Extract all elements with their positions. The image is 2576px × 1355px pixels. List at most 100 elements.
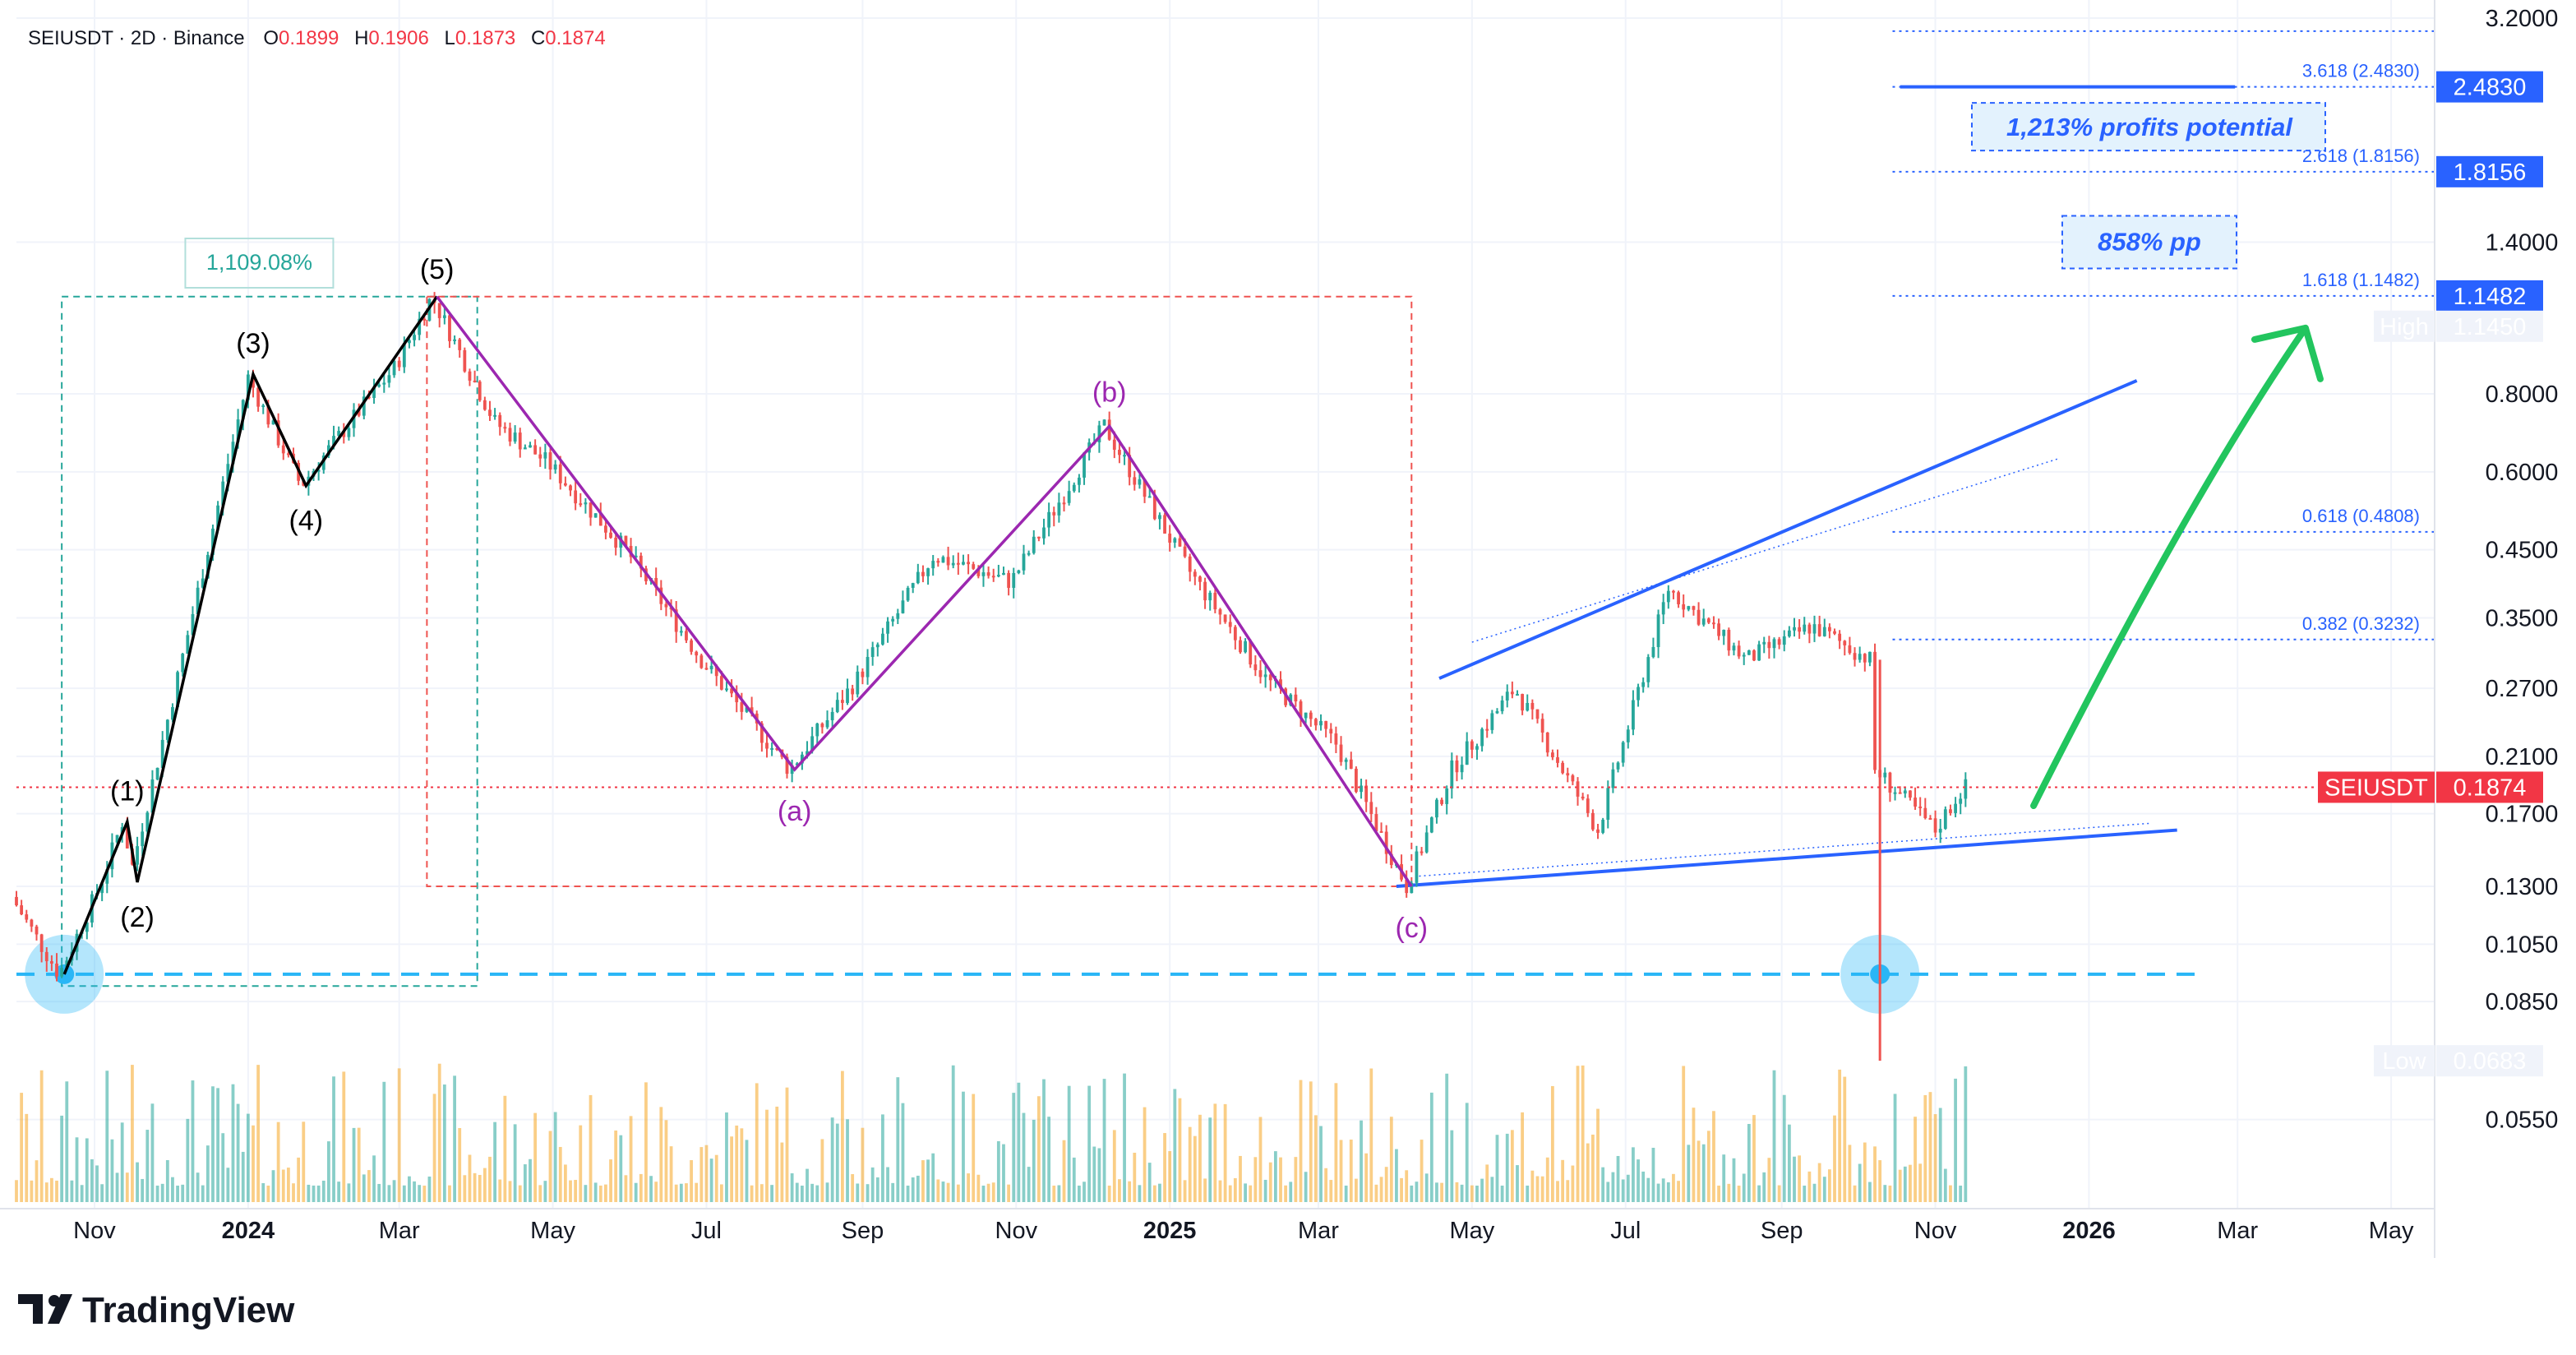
candle-body: [770, 747, 774, 750]
price-axis[interactable]: 3.2000 1.4000 0.8000 0.6000 0.4500 0.3500 0.27…: [2486, 6, 2559, 1134]
volume-bar: [1949, 1185, 1952, 1202]
volume-bar: [1632, 1147, 1635, 1202]
volume-bar: [1475, 1186, 1479, 1202]
candle-body: [1954, 803, 1957, 813]
price-axis-label: 3.2000: [2486, 6, 2559, 32]
volume-bar: [1032, 1119, 1036, 1202]
volume-bar: [1102, 1079, 1106, 1202]
candle-body: [413, 335, 416, 340]
candle-body: [382, 382, 386, 385]
volume-bar: [408, 1176, 411, 1202]
candle-body: [991, 576, 995, 578]
candle-body: [115, 835, 119, 843]
volume-bar: [1893, 1094, 1897, 1202]
volume-bar: [1178, 1098, 1182, 1202]
price-axis-label: 0.8000: [2486, 382, 2559, 408]
candle-body: [1722, 630, 1726, 636]
volume-bar: [252, 1125, 255, 1202]
volume-bar: [1637, 1159, 1640, 1202]
volume-bar: [1571, 1165, 1575, 1202]
candle-body: [886, 621, 889, 634]
volume-bar: [1183, 1180, 1187, 1202]
volume-bar: [1903, 1166, 1907, 1202]
volume-bar: [714, 1154, 718, 1202]
candle-body: [810, 736, 815, 751]
volume-bar: [926, 1159, 930, 1202]
volume-bar: [65, 1081, 69, 1202]
volume-bar: [1516, 1165, 1519, 1202]
volume-bar: [558, 1146, 562, 1202]
price-tag: [2436, 280, 2543, 312]
candle-body: [750, 707, 754, 714]
volume-bar: [981, 1185, 986, 1202]
candle-body: [875, 644, 879, 648]
candle-body: [1128, 455, 1132, 478]
candle-body: [609, 532, 612, 538]
volume-bar: [321, 1180, 325, 1202]
candle-body: [1334, 733, 1338, 745]
volume-bar: [1596, 1108, 1600, 1202]
volume-bar: [614, 1130, 618, 1202]
candle-body: [523, 447, 527, 450]
candle-body: [1596, 829, 1600, 833]
volume-bar: [1128, 1181, 1132, 1202]
volume-bar: [730, 1136, 734, 1202]
candle-body: [463, 349, 467, 372]
volume-bar: [25, 1113, 29, 1202]
volume-bar: [1203, 1178, 1207, 1202]
time-axis[interactable]: Nov 2024 Mar May Jul Sep Nov 2025 Mar May Jul Sep No…: [73, 1218, 2414, 1244]
volume-bar: [327, 1141, 330, 1202]
price-axis-label: 0.2100: [2486, 744, 2559, 770]
candle-body: [49, 961, 53, 964]
candle-body: [1455, 760, 1459, 773]
volume-bar: [1641, 1171, 1646, 1202]
candle-body: [1309, 712, 1313, 719]
volume-bar: [1692, 1108, 1696, 1202]
volume-bar: [1722, 1154, 1726, 1202]
candle-body: [584, 502, 588, 505]
time-axis-label: May: [530, 1218, 575, 1244]
measure-box: [61, 295, 478, 987]
volume-bar: [679, 1183, 683, 1202]
candle-body: [1646, 657, 1650, 682]
candle-body: [362, 396, 366, 416]
volume-bar: [1666, 1182, 1670, 1202]
volume-bar: [946, 1182, 950, 1202]
candle-body: [861, 671, 865, 678]
volume-bar: [276, 1121, 280, 1202]
measure-label: 1,109.08%: [206, 250, 312, 275]
volume-bar: [286, 1168, 290, 1202]
volume-bar: [644, 1082, 648, 1202]
candle-body: [1208, 592, 1212, 601]
volume-bar: [921, 1160, 925, 1202]
volume-bar: [337, 1182, 341, 1202]
volume-bar: [1273, 1151, 1277, 1202]
fib-label: 3.618 (2.4830): [2302, 61, 2420, 81]
candle-body: [800, 754, 804, 764]
candle-body: [1239, 640, 1242, 653]
volume-bar: [1807, 1171, 1812, 1202]
candle-body: [1812, 624, 1817, 634]
volume-bar: [1888, 1185, 1892, 1202]
volume-bars: [15, 1063, 1968, 1202]
volume-bar: [619, 1135, 623, 1202]
candle-body: [211, 528, 215, 555]
candle-body: [614, 537, 618, 548]
volume-bar: [1289, 1182, 1293, 1202]
candle-body: [1143, 479, 1147, 497]
candle-body: [256, 387, 261, 407]
candle-body: [967, 562, 970, 565]
candle-body: [241, 400, 245, 420]
tradingview-logo[interactable]: TradingView: [18, 1290, 295, 1330]
candle-body: [548, 452, 552, 470]
candle-body: [1923, 807, 1927, 819]
candle-body: [1868, 651, 1872, 663]
candle-body: [252, 374, 255, 388]
candle-body: [1803, 624, 1807, 632]
volume-bar: [432, 1094, 436, 1202]
wave-label: (b): [1092, 377, 1127, 408]
candle-body: [1767, 641, 1771, 649]
volume-bar: [1621, 1179, 1625, 1202]
volume-bar: [448, 1185, 451, 1202]
